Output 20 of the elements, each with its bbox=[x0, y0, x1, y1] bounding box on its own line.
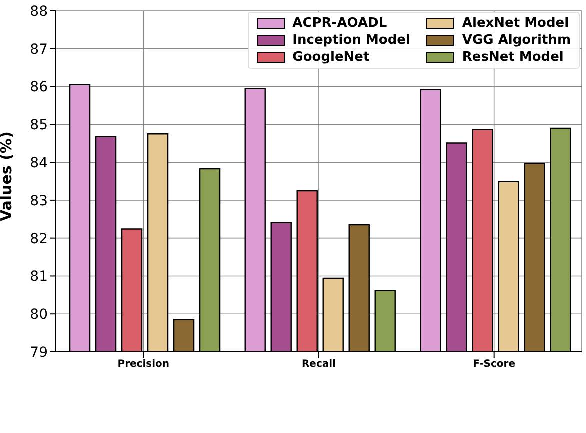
x-tick-label: F-Score bbox=[473, 359, 516, 370]
y-tick-label: 81 bbox=[30, 269, 48, 286]
y-tick-label: 79 bbox=[30, 344, 48, 361]
y-tick-label: 80 bbox=[30, 307, 48, 324]
x-tick-label: Precision bbox=[118, 359, 170, 370]
legend-label: VGG Algorithm bbox=[462, 33, 571, 48]
y-tick-label: 84 bbox=[30, 156, 48, 172]
y-tick-label: 83 bbox=[30, 193, 48, 210]
legend-label: Inception Model bbox=[292, 33, 410, 48]
y-tick-label: 85 bbox=[30, 118, 48, 134]
x-tick-label: Recall bbox=[302, 359, 336, 370]
legend-label: ResNet Model bbox=[462, 50, 564, 65]
y-tick-label: 82 bbox=[30, 231, 48, 248]
legend-label: ACPR-AOADL bbox=[292, 16, 388, 31]
legend-label: GoogleNet bbox=[292, 50, 370, 65]
legend-label: AlexNet Model bbox=[462, 16, 570, 31]
y-tick-label: 88 bbox=[30, 4, 48, 20]
y-axis-title: Values (%) bbox=[0, 132, 16, 222]
y-tick-label: 86 bbox=[30, 80, 48, 96]
y-tick-label: 87 bbox=[30, 42, 48, 58]
